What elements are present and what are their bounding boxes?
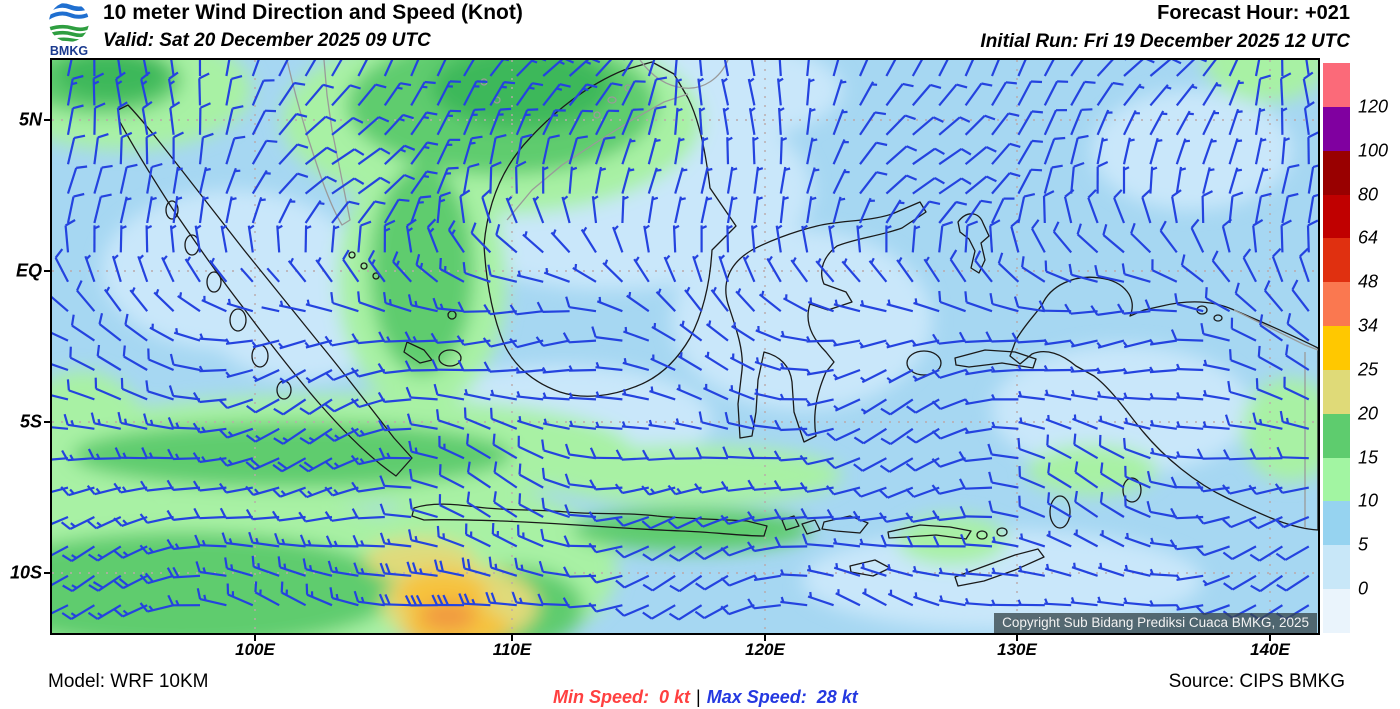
source-label: Source: CIPS BMKG — [1168, 671, 1345, 692]
model-label: Model: WRF 10KM — [48, 671, 209, 692]
colorbar-segment — [1323, 369, 1350, 414]
colorbar-tick-0: 0 — [1358, 578, 1369, 599]
lat-tick — [44, 270, 51, 272]
colorbar-tick-25: 25 — [1358, 359, 1379, 380]
lon-label-140E: 140E — [1250, 640, 1290, 659]
colorbar-segment — [1323, 589, 1350, 633]
colorbar-tick-15: 15 — [1358, 447, 1379, 468]
lon-label-130E: 130E — [997, 640, 1037, 659]
colorbar-segment — [1323, 501, 1350, 546]
lon-tick — [1016, 634, 1018, 641]
colorbar-tick-120: 120 — [1358, 96, 1389, 117]
colorbar-tick-100: 100 — [1358, 140, 1389, 161]
bmkg-logo-text: BMKG — [50, 44, 88, 58]
bmkg-logo: BMKG — [49, 2, 89, 58]
initial-run-label: Initial Run: Fri 19 December 2025 12 UTC — [980, 31, 1350, 52]
lat-tick — [44, 421, 51, 423]
lon-tick — [254, 634, 256, 641]
colorbar-tick-48: 48 — [1358, 271, 1379, 292]
colorbar-tick-34: 34 — [1358, 315, 1379, 336]
colorbar-segment — [1323, 413, 1350, 458]
min-speed-label: Min Speed: 0 kt — [553, 687, 691, 707]
lat-label-10S: 10S — [9, 562, 42, 583]
speed-separator: | — [696, 687, 701, 707]
lon-label-100E: 100E — [235, 640, 275, 659]
page-title: 10 meter Wind Direction and Speed (Knot) — [103, 1, 523, 24]
colorbar-segment — [1323, 63, 1350, 107]
colorbar-segment — [1323, 326, 1350, 370]
colorbar-tick-64: 64 — [1358, 227, 1379, 248]
colorbar-segment — [1323, 457, 1350, 502]
lat-tick — [44, 119, 51, 121]
wind-map-canvas — [52, 60, 1318, 633]
lon-tick — [1269, 634, 1271, 641]
lon-tick — [511, 634, 513, 641]
lat-label-5N: 5N — [18, 109, 42, 130]
colorbar-segment — [1323, 238, 1350, 283]
lat-label-5S: 5S — [19, 411, 42, 432]
colorbar-segment — [1323, 545, 1350, 590]
colorbar-tick-10: 10 — [1358, 490, 1379, 511]
lon-label-110E: 110E — [492, 640, 532, 659]
colorbar-segment — [1323, 194, 1350, 239]
colorbar-segment — [1323, 106, 1350, 151]
speed-range-label: Min Speed: 0 kt | Max Speed: 28 kt — [533, 666, 858, 709]
colorbar-tick-80: 80 — [1358, 184, 1379, 205]
bmkg-logo-globe — [49, 2, 89, 42]
lon-label-120E: 120E — [745, 640, 785, 659]
colorbar-segment — [1323, 150, 1350, 195]
colorbar-tick-5: 5 — [1358, 534, 1369, 555]
valid-time-label: Valid: Sat 20 December 2025 09 UTC — [103, 30, 431, 51]
wind-map: Copyright Sub Bidang Prediksi Cuaca BMKG… — [50, 58, 1320, 635]
forecast-hour-label: Forecast Hour: +021 — [1157, 2, 1350, 24]
copyright-overlay: Copyright Sub Bidang Prediksi Cuaca BMKG… — [994, 613, 1317, 633]
max-speed-label: Max Speed: 28 kt — [706, 687, 858, 707]
lat-tick — [44, 572, 51, 574]
wind-speed-colorbar — [1323, 63, 1350, 633]
lon-tick — [764, 634, 766, 641]
colorbar-tick-20: 20 — [1358, 403, 1379, 424]
colorbar-segment — [1323, 282, 1350, 327]
lat-label-EQ: EQ — [15, 260, 42, 281]
